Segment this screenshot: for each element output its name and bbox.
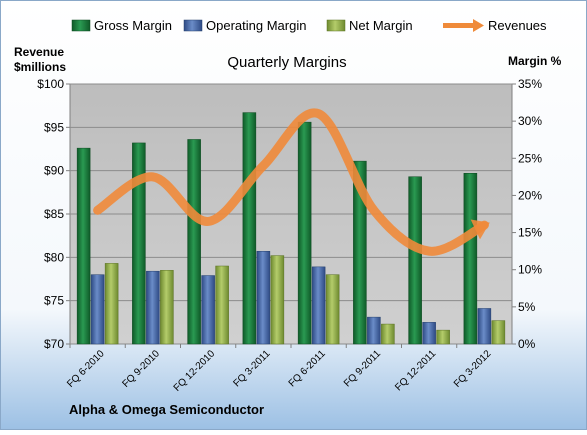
net-margin-bar — [491, 320, 506, 345]
gross-margin-bar — [353, 160, 367, 345]
gross-margin-bar — [408, 176, 422, 345]
legend-item-gross-margin: Gross Margin — [71, 18, 172, 33]
operating-margin-bar — [367, 316, 381, 345]
operating-margin-bar — [477, 308, 492, 345]
legend-swatch — [183, 19, 203, 32]
operating-margin-bar — [422, 322, 436, 345]
net-margin-bar — [104, 263, 119, 345]
right-tick-label: 10% — [518, 263, 542, 277]
revenues-series — [93, 108, 490, 256]
net-margin-bar — [325, 274, 340, 345]
right-tick-label: 30% — [518, 114, 542, 128]
legend-arrow — [473, 19, 484, 32]
gross-margin-bar — [187, 139, 201, 345]
gross-margin-bar — [132, 142, 146, 345]
revenues-arrowhead — [470, 219, 490, 240]
operating-margin-bar — [146, 270, 160, 345]
right-axis: 0% 5% 10% 15% 20% 25% 30% 35% — [512, 77, 542, 351]
right-tick-label: 5% — [518, 300, 536, 314]
revenues-point — [372, 209, 375, 212]
net-margin-bar — [160, 270, 174, 345]
revenues-line — [93, 108, 489, 256]
legend: Gross Margin Operating Margin Net Margin… — [71, 18, 547, 33]
net-margin-bar — [381, 323, 395, 345]
revenues-point — [262, 164, 265, 167]
gross-margin-bar — [463, 173, 478, 345]
net-margin-bar — [270, 255, 285, 345]
gross-margin-bar — [76, 147, 91, 345]
left-tick-label: $95 — [44, 120, 64, 134]
legend-label: Operating Margin — [206, 18, 306, 33]
legend-label: Net Margin — [349, 18, 413, 33]
left-axis-title-line1: Revenue — [14, 45, 64, 59]
right-tick-label: 35% — [518, 77, 542, 91]
legend-swatch — [71, 19, 91, 32]
revenues-point — [428, 250, 431, 253]
legend-swatch — [326, 19, 346, 32]
left-tick-label: $90 — [44, 164, 64, 178]
left-tick-label: $100 — [37, 77, 64, 91]
right-tick-label: 25% — [518, 151, 542, 165]
legend-label: Gross Margin — [94, 18, 172, 33]
left-tick-label: $80 — [44, 250, 64, 264]
left-tick-label: $75 — [44, 294, 64, 308]
gross-margin-bar — [297, 121, 312, 345]
bars — [76, 112, 506, 345]
chart-title: Quarterly Margins — [227, 54, 346, 71]
gross-margin-bar — [242, 112, 257, 345]
right-tick-label: 0% — [518, 337, 536, 351]
legend-item-operating-margin: Operating Margin — [183, 18, 306, 33]
right-tick-label: 20% — [518, 188, 542, 202]
left-tick-label: $70 — [44, 337, 64, 351]
left-tick-label: $85 — [44, 207, 64, 221]
revenues-point — [483, 224, 486, 227]
legend-label: Revenues — [488, 18, 547, 33]
right-tick-label: 15% — [518, 226, 542, 240]
legend-item-net-margin: Net Margin — [326, 18, 413, 33]
revenues-point — [151, 175, 154, 178]
legend-item-revenues: Revenues — [443, 18, 547, 33]
left-axis: $70 $75 $80 $85 $90 $95 $100 — [37, 77, 70, 351]
operating-margin-bar — [90, 274, 105, 345]
net-margin-bar — [215, 265, 229, 345]
operating-margin-bar — [256, 251, 271, 345]
revenues-point — [207, 220, 210, 223]
revenues-point — [317, 112, 320, 115]
net-margin-bar — [436, 329, 450, 345]
footer-company-name: Alpha & Omega Semiconductor — [69, 402, 264, 417]
operating-margin-bar — [201, 275, 215, 345]
right-axis-title: Margin % — [508, 54, 562, 68]
revenues-point — [96, 209, 99, 212]
left-axis-title-line2: $millions — [14, 60, 66, 74]
operating-margin-bar — [311, 266, 326, 345]
